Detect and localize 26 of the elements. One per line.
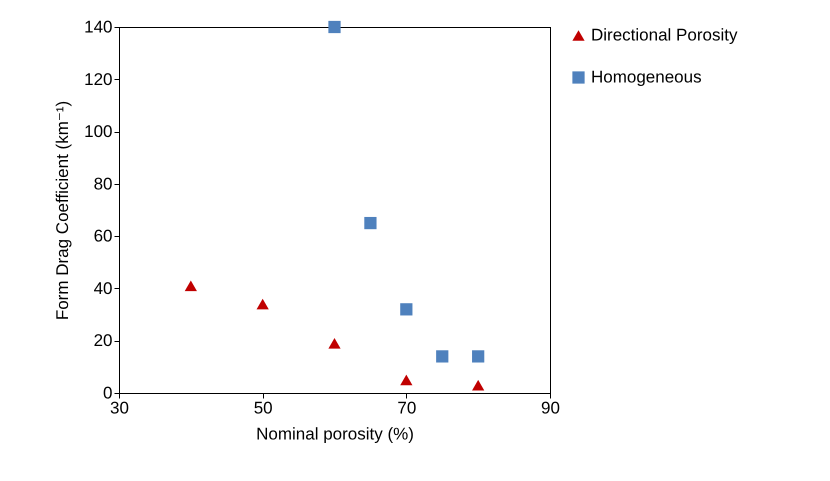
point	[472, 350, 484, 363]
y-tick-label: 0	[103, 384, 112, 402]
x-tick-label: 90	[541, 398, 560, 418]
legend-label: Homogeneous	[591, 68, 702, 86]
point	[328, 20, 341, 34]
y-tick-label: 20	[94, 331, 112, 350]
y-tick-label: 140	[84, 18, 112, 36]
x-tick-label: 70	[397, 398, 416, 418]
x-axis-title: Nominal porosity (%)	[256, 424, 414, 444]
point	[256, 298, 269, 310]
x-tick-label: 50	[254, 398, 273, 418]
y-tick-label: 40	[94, 278, 112, 298]
y-tick-label: 80	[94, 174, 112, 194]
point	[328, 338, 341, 349]
y-tick-label: 60	[94, 226, 112, 246]
x-tick-label: 30	[110, 398, 129, 418]
y-tick-label: 120	[84, 70, 112, 89]
point	[184, 280, 197, 292]
y-axis-title: Form Drag Coefficient (km⁻¹)	[53, 100, 72, 320]
point	[436, 350, 448, 363]
point	[400, 303, 412, 316]
legend-label: Directional Porosity	[591, 26, 738, 44]
point	[472, 380, 484, 390]
point	[400, 374, 412, 386]
y-tick-label: 100	[84, 122, 112, 142]
point	[364, 216, 377, 230]
